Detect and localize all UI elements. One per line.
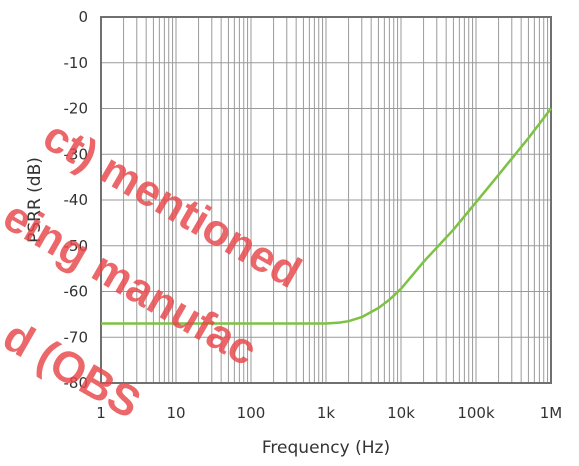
plot-frame xyxy=(100,16,552,384)
x-tick-labels: 1 10 100 1k 10k 100k 1M xyxy=(96,404,562,422)
x-axis-label: Frequency (Hz) xyxy=(262,438,390,458)
y-tick-label: -40 xyxy=(64,191,89,209)
y-tick-label: -80 xyxy=(64,374,89,392)
y-tick-label: -50 xyxy=(64,237,89,255)
y-tick-label: -10 xyxy=(64,54,89,72)
y-tick-label: -70 xyxy=(64,328,89,346)
y-tick-label: -20 xyxy=(64,100,89,118)
grid-lines xyxy=(100,16,551,384)
x-tick-label: 100 xyxy=(237,404,266,422)
y-tick-labels: 0 -10 -20 -30 -40 -50 -60 -70 -80 xyxy=(64,8,89,392)
y-tick-label: -30 xyxy=(64,145,89,163)
x-tick-label: 10 xyxy=(166,404,185,422)
y-tick-label: 0 xyxy=(78,8,88,26)
x-tick-label: 1k xyxy=(317,404,336,422)
y-tick-label: -60 xyxy=(64,283,89,301)
x-tick-label: 1M xyxy=(540,404,563,422)
x-tick-label: 1 xyxy=(96,404,106,422)
psrr-series-line xyxy=(101,107,552,325)
x-tick-label: 100k xyxy=(457,404,495,422)
x-tick-label: 10k xyxy=(387,404,415,422)
y-axis-label: PSRR (dB) xyxy=(25,157,45,243)
